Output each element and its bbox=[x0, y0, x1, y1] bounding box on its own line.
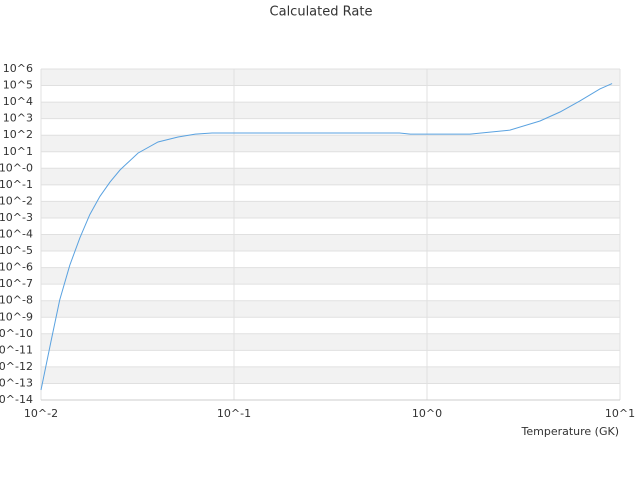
y-tick-label: 10^-10 bbox=[0, 327, 33, 340]
y-tick-label: 10^6 bbox=[3, 62, 33, 75]
grid-band bbox=[41, 135, 620, 152]
y-tick-label: 10^-12 bbox=[0, 360, 33, 373]
x-tick-label: 10^-1 bbox=[217, 407, 251, 420]
y-tick-label: 10^-8 bbox=[0, 294, 33, 307]
y-tick-label: 10^4 bbox=[3, 95, 33, 108]
grid-band bbox=[41, 168, 620, 185]
y-tick-label: 10^-3 bbox=[0, 211, 33, 224]
data-line bbox=[40, 83, 613, 391]
grid-band bbox=[41, 69, 620, 86]
grid-band bbox=[41, 333, 620, 351]
y-tick-label: 10^5 bbox=[3, 79, 33, 92]
chart-title: Calculated Rate bbox=[270, 5, 373, 20]
grid-band bbox=[41, 366, 620, 384]
y-tick-label: 10^1 bbox=[3, 145, 33, 158]
x-tick-label: 10^1 bbox=[605, 407, 635, 420]
y-tick-label: 10^-7 bbox=[0, 277, 33, 290]
grid-band bbox=[41, 102, 620, 119]
x-axis-label: Temperature (GK) bbox=[521, 425, 620, 438]
grid-band bbox=[41, 300, 620, 318]
y-tick-label: 10^-5 bbox=[0, 244, 33, 257]
x-tick-label: 10^-2 bbox=[24, 407, 58, 420]
y-tick-label: 10^-2 bbox=[0, 194, 33, 207]
x-tick-label: 10^0 bbox=[412, 407, 442, 420]
y-tick-label: 10^-13 bbox=[0, 376, 33, 389]
y-tick-label: 10^-1 bbox=[0, 178, 33, 191]
y-tick-label: 10^-11 bbox=[0, 343, 33, 356]
y-tick-label: 10^-14 bbox=[0, 393, 33, 406]
y-tick-label: 10^-4 bbox=[0, 228, 33, 241]
y-tick-label: 10^-9 bbox=[0, 310, 33, 323]
y-tick-label: 10^2 bbox=[3, 128, 33, 141]
y-tick-label: 10^-6 bbox=[0, 261, 33, 274]
y-tick-label: 10^3 bbox=[3, 112, 33, 125]
grid-band bbox=[41, 201, 620, 218]
grid-band bbox=[41, 267, 620, 285]
y-tick-label: 10^-0 bbox=[0, 161, 33, 174]
grid-band bbox=[41, 234, 620, 252]
